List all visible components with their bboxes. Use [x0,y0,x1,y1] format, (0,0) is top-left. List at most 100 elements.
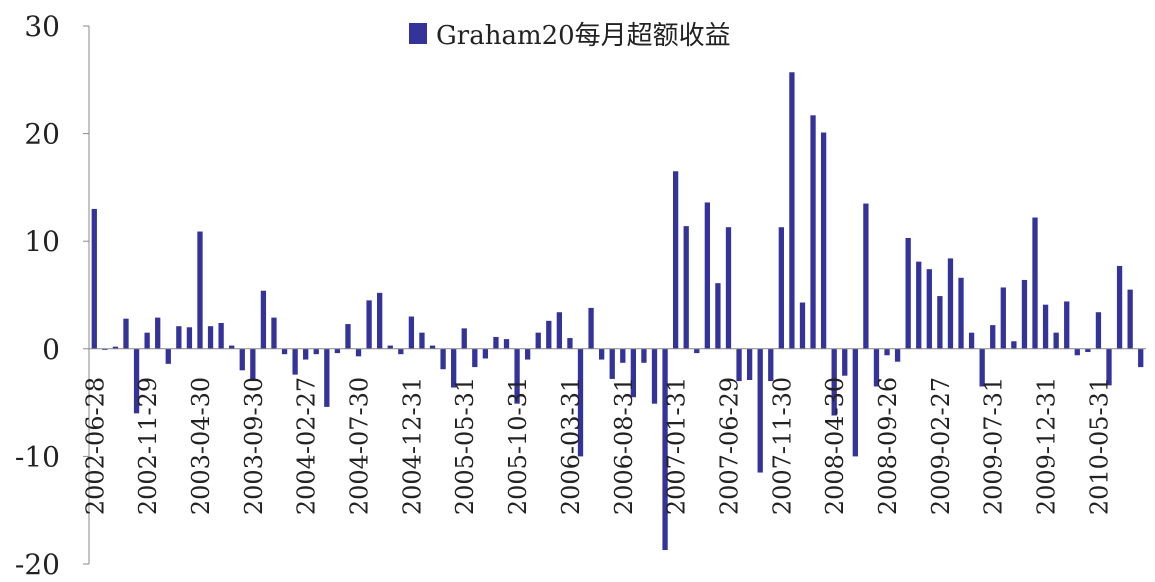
x-tick-label: 2006-03-31 [557,377,585,515]
bar [408,316,415,349]
bar [715,283,721,349]
x-tick-label: 2010-05-31 [1085,377,1113,515]
bar [165,348,171,364]
bar [1011,341,1017,349]
bar [926,269,932,349]
bar [366,300,372,349]
y-tick-label: -10 [15,440,60,473]
bar [662,348,668,551]
bar [757,348,763,473]
x-tick-label: 2004-12-31 [398,377,426,515]
bar [1000,287,1006,349]
bar [905,237,911,349]
bar [503,339,510,349]
bar [186,327,193,349]
bar [155,317,161,349]
bar [1106,348,1112,386]
y-tick-label: -20 [15,548,60,581]
bar [1053,332,1059,349]
bar [567,338,573,349]
x-tick-label: 2004-02-27 [293,377,321,515]
bar [1095,312,1102,349]
bar [535,332,541,349]
bar [588,307,594,349]
bar [440,348,446,370]
legend: Graham20每月超额收益 [409,21,731,51]
bar [514,348,520,404]
y-axis: -20 -10 0 10 20 30 [15,10,90,581]
x-tick-label: 2007-01-31 [663,377,691,515]
bar [345,324,351,349]
bar [429,345,436,349]
bar [313,348,319,355]
bar [1074,348,1080,356]
bar [123,318,129,349]
x-tick-label: 2007-06-29 [716,377,744,515]
bar [577,348,584,457]
y-tick-label: 0 [42,333,60,366]
bar [546,320,552,349]
bar [609,348,615,379]
bar [377,292,383,349]
bar [620,348,626,363]
y-tick-label: 20 [24,118,60,151]
bar [630,348,636,398]
bar [260,290,267,349]
bar [651,348,658,404]
bar [482,348,489,359]
bar [831,348,837,416]
bar [947,258,954,349]
x-tick-label: 2007-11-30 [768,377,796,515]
bar [599,348,605,360]
bar [842,348,848,376]
bar [218,322,224,349]
bar [683,226,689,349]
x-tick-label: 2008-09-26 [874,377,902,515]
bar [968,332,975,349]
bar [937,296,943,349]
y-tick-label: 10 [24,225,60,258]
legend-label: Graham20每月超额收益 [436,21,731,51]
bar [112,346,119,349]
bar [1032,217,1038,349]
bar [303,348,309,360]
bar [1127,289,1133,349]
bar [102,348,108,350]
bar [884,348,890,356]
bar [778,227,784,349]
legend-swatch [409,23,427,44]
x-tick-label: 2009-07-31 [980,377,1008,515]
bar [419,332,425,349]
bar [979,348,985,387]
bar [525,348,531,360]
bar [324,348,330,407]
bar [144,332,150,349]
bar [472,348,478,368]
bar [451,348,457,388]
bar [461,328,467,349]
bar [799,302,806,349]
bar [1042,304,1049,349]
bar [894,348,901,362]
bar [852,348,858,457]
bar [398,348,404,355]
bar [292,348,298,375]
bar [91,208,97,349]
bar [789,72,795,349]
bar [916,261,922,349]
y-tick-label: 30 [24,10,60,43]
bar [133,348,140,414]
bar-series [91,72,1144,551]
bar [990,325,996,349]
bar [641,348,647,363]
x-tick-label: 2009-02-27 [927,377,955,515]
bar [387,345,393,349]
bar [239,348,245,371]
x-axis: 2002-06-28 2002-11-29 2003-04-30 2003-09-30… [81,348,1146,515]
x-tick-label: 2005-10-31 [504,377,532,515]
bar [1138,348,1144,368]
bar [694,348,700,354]
bar [281,348,288,355]
bar [250,348,256,382]
